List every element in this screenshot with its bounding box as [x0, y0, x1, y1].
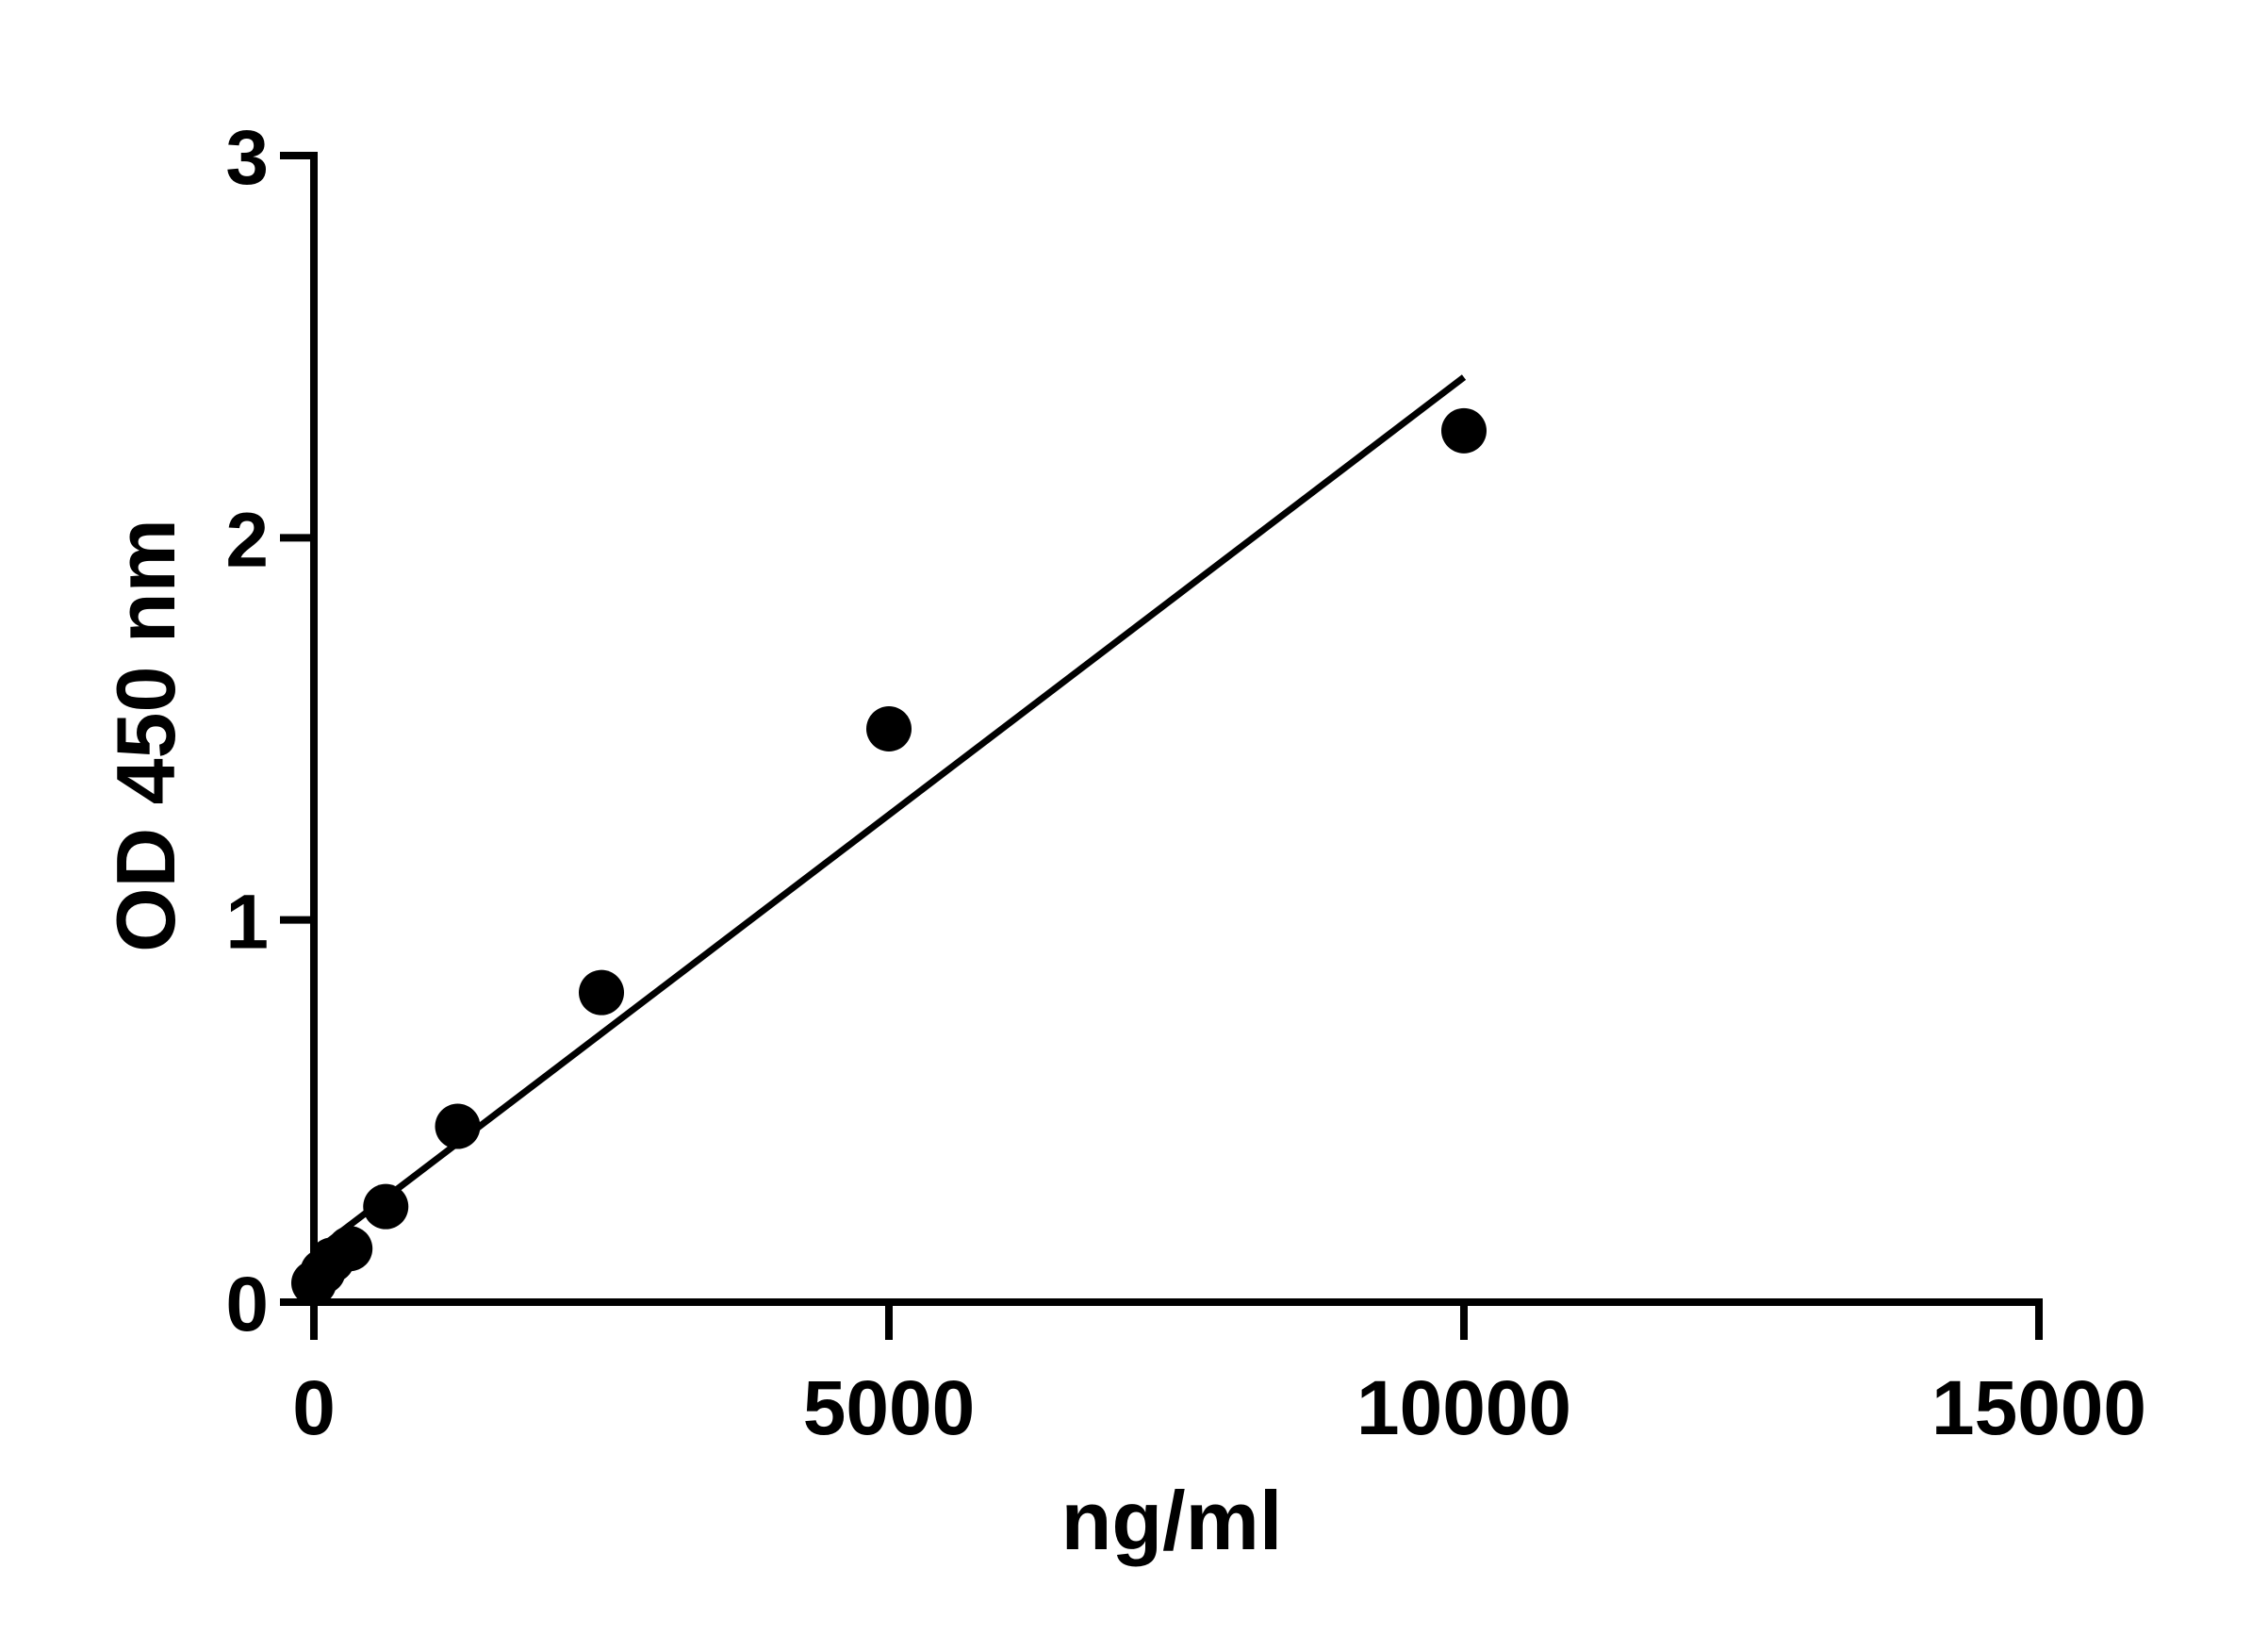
y-tick-label: 1: [225, 880, 269, 966]
fit-line-group: [311, 374, 1467, 1256]
x-axis-title: ng/ml: [1061, 1474, 1283, 1567]
fit-line: [311, 374, 1467, 1256]
x-tick-label: 15000: [1931, 1365, 2146, 1451]
x-tick-label: 5000: [803, 1365, 975, 1451]
data-point: [435, 1103, 481, 1149]
data-point: [866, 706, 912, 751]
y-tick-label: 2: [225, 497, 269, 583]
y-tick-label: 3: [225, 115, 269, 201]
data-point: [327, 1226, 373, 1272]
y-ticks: 0 1 2 3: [225, 115, 314, 1347]
y-axis-title: OD 450 nm: [99, 519, 192, 952]
data-point: [1441, 407, 1487, 454]
x-ticks: 0 5000 10000 15000: [292, 1302, 2146, 1451]
data-points: [291, 407, 1487, 1306]
x-tick-label: 10000: [1356, 1365, 1571, 1451]
data-point: [579, 969, 624, 1016]
data-point: [363, 1183, 409, 1230]
x-tick-label: 0: [292, 1365, 336, 1451]
y-tick-label: 0: [225, 1262, 269, 1347]
